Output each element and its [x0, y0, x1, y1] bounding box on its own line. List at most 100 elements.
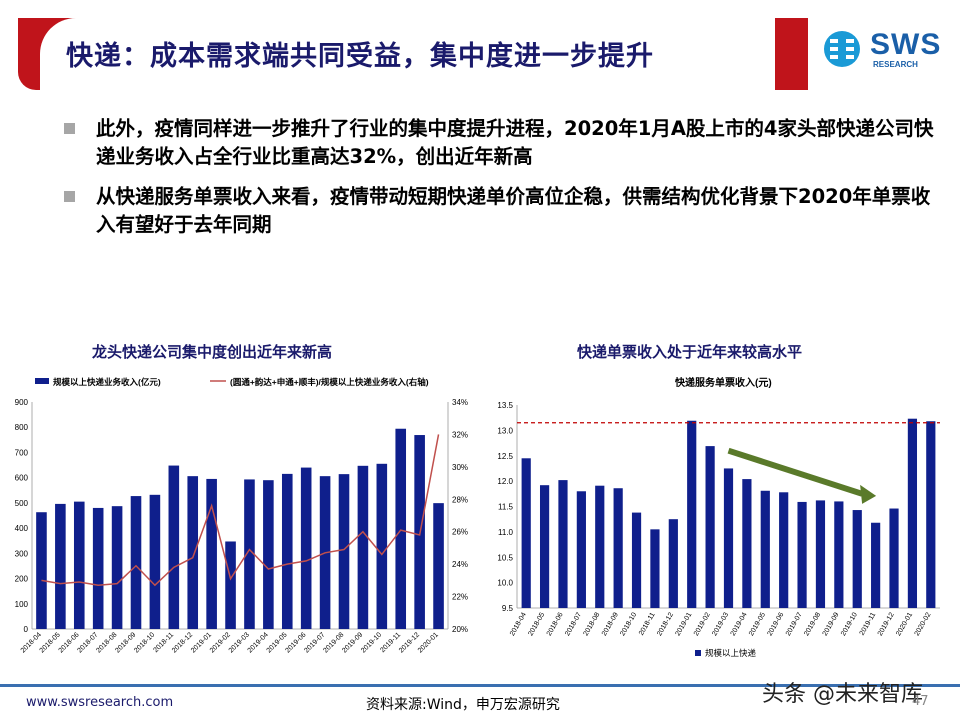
- x-tick-label: 2018-08: [583, 611, 602, 637]
- bar: [168, 465, 180, 629]
- bar: [263, 480, 274, 629]
- x-tick-label: 2018-10: [619, 611, 638, 637]
- legend-bar-swatch: [695, 650, 701, 656]
- x-tick-label: 2018-09: [601, 611, 620, 637]
- bar: [376, 463, 388, 629]
- x-tick-label: 2019-04: [730, 611, 749, 637]
- bar: [433, 503, 444, 629]
- bar: [907, 418, 918, 608]
- bar: [357, 465, 369, 629]
- trend-arrow-icon: [860, 484, 877, 504]
- bullet-text: 此外，疫情同样进一步推升了行业的集中度提升进程，2020年1月A股上市的4家头部…: [96, 117, 934, 168]
- x-tick-label: 2018-10: [133, 631, 156, 654]
- y-tick-label: 100: [15, 600, 29, 609]
- bar: [742, 479, 752, 608]
- bar: [834, 501, 844, 608]
- y2-tick-label: 30%: [452, 463, 468, 472]
- x-tick-label: 2019-07: [785, 611, 804, 637]
- y-tick-label: 700: [15, 448, 29, 457]
- y-tick-label: 12.0: [497, 477, 513, 486]
- bar: [395, 428, 407, 629]
- bar: [705, 446, 715, 608]
- y-tick-label: 200: [15, 575, 29, 584]
- x-tick-label: 2020-02: [914, 611, 933, 637]
- x-tick-label: 2018-11: [638, 611, 657, 636]
- trend-arrow-shaft: [727, 447, 864, 497]
- y-tick-label: 10.5: [497, 553, 513, 562]
- x-tick-label: 2019-12: [877, 611, 896, 637]
- bar: [595, 485, 605, 608]
- bullet-square-icon: [64, 123, 75, 134]
- bar: [779, 492, 789, 608]
- bar: [36, 512, 47, 629]
- legend-label-bar: 规模以上快递业务收入(亿元): [53, 377, 161, 387]
- bar: [631, 512, 642, 608]
- x-tick-label: 2019-05: [748, 611, 767, 637]
- left-chart-title: 龙头快递公司集中度创出近年来新高: [92, 343, 333, 361]
- share-line: [41, 434, 440, 587]
- bar: [244, 479, 255, 629]
- page-number: 47: [912, 694, 929, 709]
- bar: [206, 478, 217, 629]
- footer-source: 资料来源:Wind，申万宏源研究: [366, 697, 560, 713]
- y2-tick-label: 20%: [452, 625, 468, 634]
- bar: [521, 458, 531, 608]
- x-tick-label: 2018-04: [509, 611, 528, 637]
- right-chart-title: 快递单票收入处于近年来较高水平: [577, 343, 803, 361]
- x-tick-label: 2019-01: [675, 611, 694, 637]
- y-tick-label: 11.0: [498, 528, 514, 537]
- title-background: [40, 18, 775, 90]
- bar: [668, 519, 678, 608]
- y-tick-label: 300: [15, 549, 29, 558]
- bar: [815, 500, 826, 608]
- x-tick-label: 2020-01: [895, 611, 914, 637]
- x-tick-label: 2019-11: [859, 611, 878, 636]
- chart-subtitle: 快递服务单票收入(元): [674, 376, 772, 389]
- y2-tick-label: 32%: [452, 430, 468, 439]
- y2-tick-label: 24%: [452, 560, 468, 569]
- legend-bar-swatch: [35, 378, 49, 384]
- bullet-list: 此外，疫情同样进一步推升了行业的集中度提升进程，2020年1月A股上市的4家头部…: [58, 115, 938, 251]
- y-tick-label: 600: [15, 474, 29, 483]
- bar: [558, 480, 568, 608]
- bullet-text: 从快递服务单票收入来看，疫情带动短期快递单价高位企稳，供需结构优化背景下2020…: [96, 185, 931, 236]
- page-title: 快递：成本需求端共同受益，集中度进一步提升: [66, 41, 654, 72]
- y2-tick-label: 26%: [452, 528, 468, 537]
- y-tick-label: 13.0: [497, 426, 513, 435]
- bullet-item: 从快递服务单票收入来看，疫情带动短期快递单价高位企稳，供需结构优化背景下2020…: [58, 183, 938, 239]
- bar: [73, 501, 85, 629]
- bar: [281, 473, 293, 629]
- legend-label: 规模以上快递: [705, 648, 757, 658]
- y-tick-label: 900: [15, 398, 29, 407]
- bar: [130, 496, 142, 629]
- x-tick-label: 2018-12: [656, 611, 675, 637]
- left-chart: 规模以上快递业务收入(亿元) (圆通+韵达+申通+顺丰)/规模以上快递业务收入(右…: [15, 377, 468, 655]
- x-tick-label: 2018-06: [546, 611, 565, 637]
- y-tick-label: 12.5: [497, 452, 513, 461]
- x-tick-label: 2019-08: [803, 611, 822, 637]
- bar: [760, 490, 770, 608]
- y-tick-label: 11.5: [498, 503, 514, 512]
- bar: [187, 476, 199, 629]
- y-tick-label: 10.0: [497, 579, 513, 588]
- bar: [613, 488, 623, 608]
- y-tick-label: 0: [24, 625, 29, 634]
- bar: [926, 421, 936, 608]
- logo-subtext: RESEARCH: [873, 60, 918, 69]
- bar: [871, 522, 881, 608]
- footer-url[interactable]: www.swsresearch.com: [26, 695, 174, 710]
- bar: [797, 501, 807, 608]
- y-tick-label: 9.5: [502, 604, 514, 613]
- y-tick-label: 13.5: [497, 401, 513, 410]
- watermark: 头条 @未来智库: [762, 682, 923, 707]
- bar: [55, 503, 66, 629]
- bar: [687, 420, 697, 608]
- x-tick-label: 2020-01: [417, 631, 440, 654]
- bar: [300, 467, 312, 629]
- sws-logo: SWS RESEARCH: [822, 28, 942, 69]
- bullet-square-icon: [64, 191, 75, 202]
- bar: [852, 510, 862, 608]
- x-tick-label: 2019-03: [711, 611, 730, 637]
- bar: [539, 485, 550, 608]
- bar: [338, 474, 350, 629]
